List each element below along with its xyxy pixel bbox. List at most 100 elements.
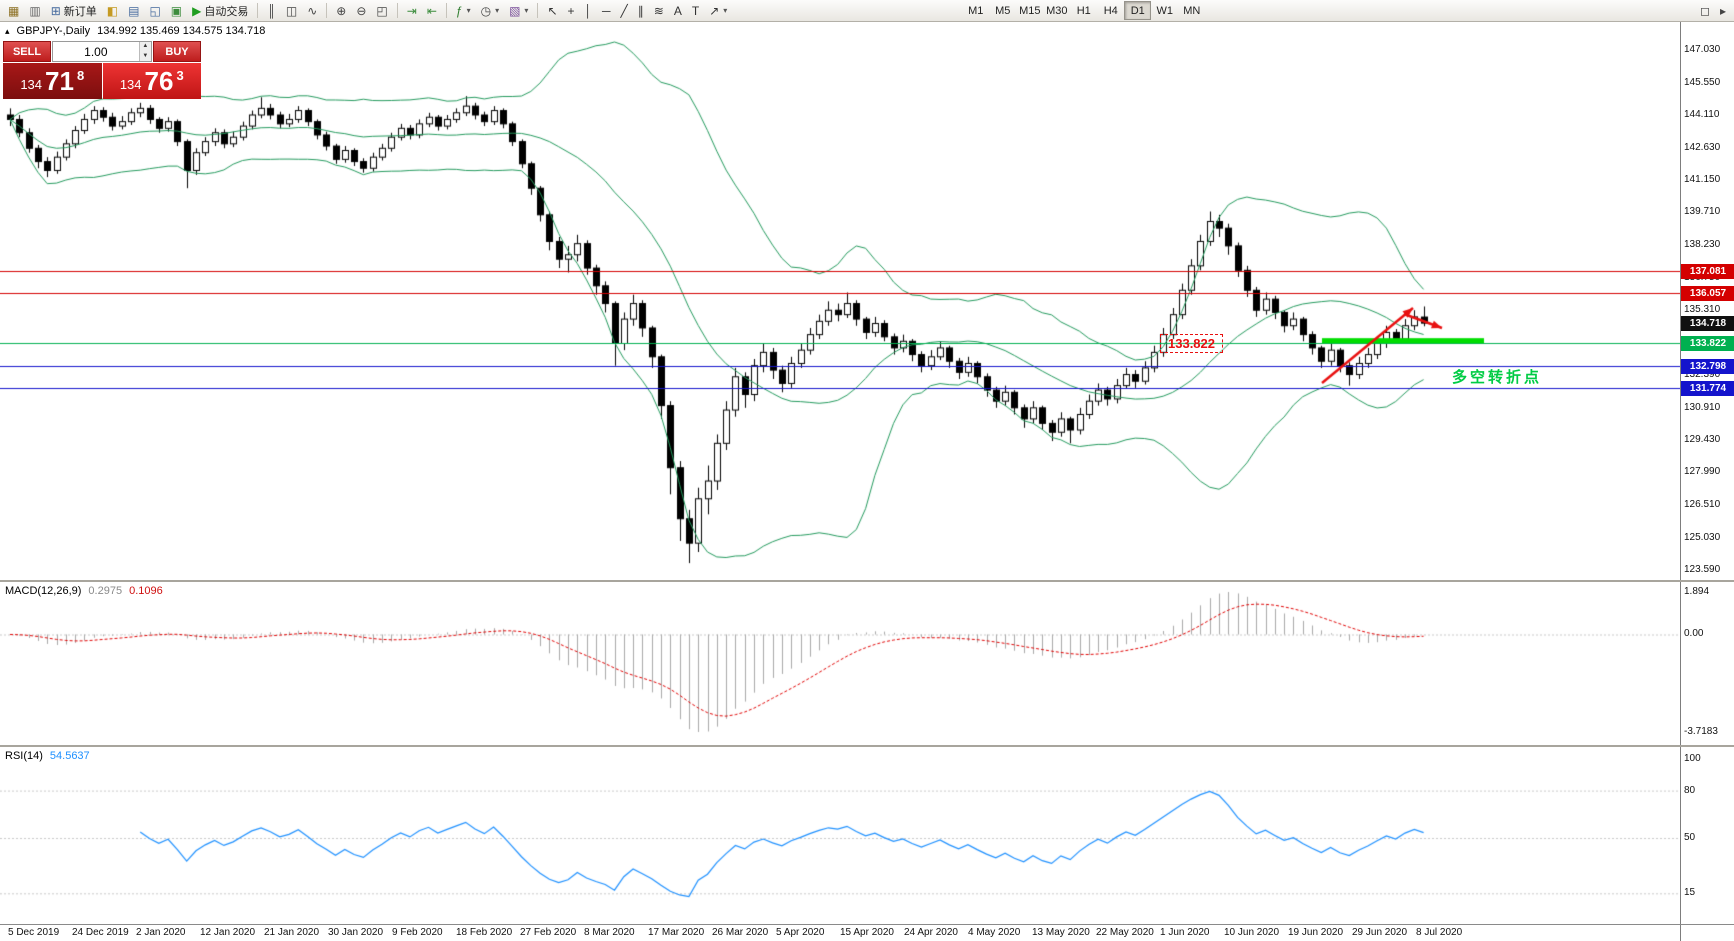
timeframe-MN-button[interactable]: MN <box>1178 1 1205 20</box>
new-order-icon: ⊞ <box>50 3 61 18</box>
turning-point-label[interactable]: 多空转折点 <box>1452 369 1543 386</box>
axis-price-tag: 137.081 <box>1681 263 1734 279</box>
new-chart-icon: ▦ <box>8 3 20 18</box>
fibonacci-button[interactable]: ≋ <box>650 1 668 20</box>
rsi-value: 54.5637 <box>49 750 90 762</box>
volume-input[interactable] <box>53 42 139 61</box>
auto-scroll-icon: ⇥ <box>406 3 417 18</box>
axis-price-tag: 131.774 <box>1681 381 1734 397</box>
price-axis[interactable]: 147.030 145.550 144.110 142.630 141.150 139.7… <box>1680 22 1734 580</box>
price-axis-tick: 130.910 <box>1684 401 1721 413</box>
tile-windows-button[interactable]: ◰ <box>372 1 391 20</box>
rsi-level-80: 80 <box>1684 784 1696 796</box>
new-order-button[interactable]: ⊞ 新订单 <box>47 1 101 20</box>
toolbar: ▦ ▥ ⊞ 新订单 ◧ ▤ ◱ ▣ ▶ 自动交易 ║ ◫ ∿ ⊕ ⊖ ◰ ⇥ ⇤ ƒ ▾ ◷ ▾ ▧ ▾ ↖… <box>0 0 1734 22</box>
date-tick-label: 22 May 2020 <box>1096 927 1154 938</box>
date-tick-label: 10 Jun 2020 <box>1224 927 1280 938</box>
buy-price-display[interactable]: 134 76 3 <box>102 63 201 99</box>
chart-window-button[interactable]: ◻ <box>1696 1 1714 20</box>
timeframe-M5-button[interactable]: M5 <box>989 1 1016 20</box>
toolbar-separator <box>257 3 259 18</box>
autotrading-play-icon: ▶ <box>192 3 202 18</box>
auto-scroll-button[interactable]: ⇥ <box>403 1 421 20</box>
timeframe-M30-button[interactable]: M30 <box>1043 1 1070 20</box>
crosshair-button[interactable]: + <box>564 1 579 20</box>
line-chart-button[interactable]: ∿ <box>303 1 321 20</box>
rsi-label: RSI(14) 54.5637 <box>5 750 90 762</box>
market-watch-button[interactable]: ◧ <box>103 1 122 20</box>
rsi-name: RSI(14) <box>5 750 43 762</box>
date-tick-label: 24 Dec 2019 <box>72 927 129 938</box>
zoom-in-button[interactable]: ⊕ <box>332 1 350 20</box>
price-chart-canvas[interactable] <box>0 22 1680 580</box>
bar-chart-button[interactable]: ║ <box>263 1 280 20</box>
sell-price-display[interactable]: 134 71 8 <box>3 63 102 99</box>
autotrading-label: 自动交易 <box>204 5 249 18</box>
date-tick-label: 26 Mar 2020 <box>712 927 769 938</box>
rsi-level-100: 100 <box>1684 753 1701 764</box>
trendline-button[interactable]: ╱ <box>617 1 632 20</box>
date-tick-label: 8 Mar 2020 <box>584 927 635 938</box>
tile-windows-icon: ◰ <box>376 3 388 18</box>
trendline-icon: ╱ <box>620 3 628 18</box>
one-click-trading-widget: SELL ▲ ▼ BUY 134 71 8 134 <box>3 41 201 99</box>
sell-price-point: 8 <box>76 68 85 83</box>
sell-button[interactable]: SELL <box>3 41 51 62</box>
timeframe-D1-button[interactable]: D1 <box>1124 1 1152 20</box>
volume-up-icon[interactable]: ▲ <box>139 42 151 52</box>
price-axis-tick: 126.510 <box>1684 499 1721 511</box>
macd-canvas[interactable] <box>0 582 1680 745</box>
cursor-button[interactable]: ↖ <box>543 1 561 20</box>
arrows-button[interactable]: ↗ ▾ <box>705 1 731 20</box>
macd-axis-max: 1.894 <box>1684 586 1710 597</box>
price-axis-tick: 132.390 <box>1684 368 1721 380</box>
templates-button[interactable]: ▧ ▾ <box>505 1 532 20</box>
timeframe-H1-button[interactable]: H1 <box>1070 1 1097 20</box>
label-icon: T <box>691 3 700 18</box>
label-button[interactable]: T <box>688 1 703 20</box>
navigator-button[interactable]: ◱ <box>145 1 164 20</box>
time-axis[interactable]: 5 Dec 2019 24 Dec 2019 2 Jan 2020 12 Jan 20… <box>0 924 1734 941</box>
timeframe-toolbar: M1 M5 M15 M30 H1 H4 D1 W1 MN <box>962 1 1205 20</box>
terminal-button[interactable]: ▣ <box>167 1 186 20</box>
rsi-axis[interactable]: 100 80 50 15 <box>1680 747 1734 924</box>
one-click-toggle-icon[interactable]: ▴ <box>5 25 10 36</box>
text-button[interactable]: A <box>670 1 686 20</box>
expand-button[interactable]: ▸ <box>1716 1 1730 20</box>
channel-button[interactable]: ∥ <box>634 1 648 20</box>
price-axis-tick: 125.030 <box>1684 532 1721 544</box>
new-chart-button[interactable]: ▦ <box>4 1 23 20</box>
zoom-out-button[interactable]: ⊖ <box>352 1 370 20</box>
date-tick-label: 19 Jun 2020 <box>1288 927 1344 938</box>
chart-profiles-button[interactable]: ▥ <box>25 1 44 20</box>
macd-axis-zero: 0.00 <box>1684 628 1704 640</box>
horizontal-line-button[interactable]: ─ <box>598 1 615 20</box>
line-chart-icon: ∿ <box>307 3 318 18</box>
buy-button[interactable]: BUY <box>153 41 201 62</box>
volume-control: ▲ ▼ <box>52 41 152 62</box>
periods-button[interactable]: ◷ ▾ <box>477 1 504 20</box>
expand-icon: ▸ <box>1719 3 1726 18</box>
axis-price-tag: 133.822 <box>1681 336 1734 351</box>
data-window-button[interactable]: ▤ <box>124 1 143 20</box>
vertical-line-button[interactable]: │ <box>581 1 597 20</box>
price-level-annotation[interactable]: 133.822 <box>1160 334 1223 353</box>
sell-price-figure: 134 <box>20 77 43 92</box>
ohlc-values: 134.992 135.469 134.575 134.718 <box>97 25 266 37</box>
timeframe-W1-button[interactable]: W1 <box>1151 1 1178 20</box>
timeframe-M15-button[interactable]: M15 <box>1016 1 1043 20</box>
rsi-canvas[interactable] <box>0 747 1680 924</box>
timeframe-H4-button[interactable]: H4 <box>1097 1 1124 20</box>
timeframe-M1-button[interactable]: M1 <box>962 1 989 20</box>
candlestick-chart-button[interactable]: ◫ <box>282 1 301 20</box>
macd-axis[interactable]: 1.894 0.00 -3.7183 <box>1680 582 1734 745</box>
price-axis-tick: 129.430 <box>1684 434 1721 446</box>
volume-down-icon[interactable]: ▼ <box>139 51 151 61</box>
chart-shift-button[interactable]: ⇤ <box>423 1 441 20</box>
macd-name: MACD(12,26,9) <box>5 585 82 597</box>
indicators-button[interactable]: ƒ ▾ <box>452 1 475 20</box>
date-tick-label: 21 Jan 2020 <box>264 927 320 938</box>
autotrading-button[interactable]: ▶ 自动交易 <box>188 1 252 20</box>
chart-profiles-icon: ▥ <box>29 3 41 18</box>
chart-window-icon: ◻ <box>1700 3 1710 18</box>
